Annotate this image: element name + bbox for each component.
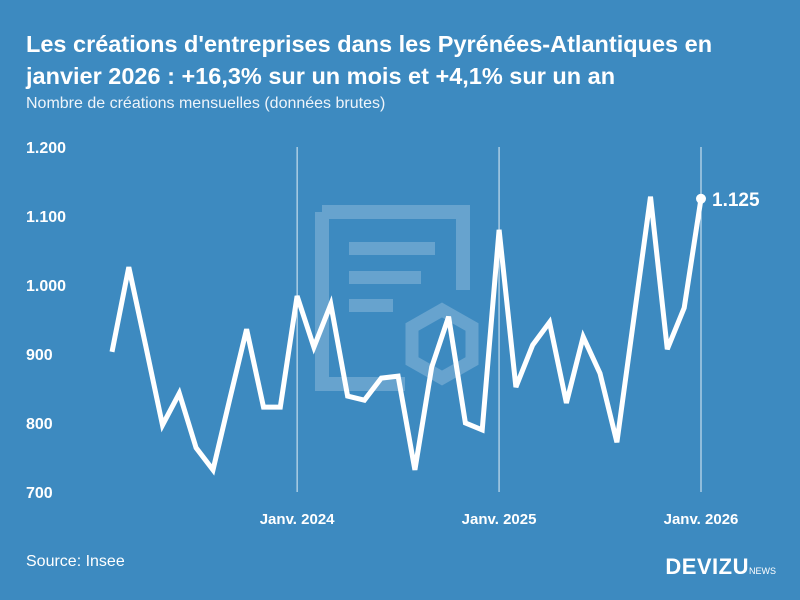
y-tick-label: 1.100 xyxy=(26,209,66,226)
x-tick-label: Janv. 2024 xyxy=(260,511,335,528)
y-tick-label: 800 xyxy=(26,416,53,433)
y-tick-label: 900 xyxy=(26,347,53,364)
last-data-point xyxy=(696,193,706,204)
y-tick-label: 1.200 xyxy=(26,140,66,157)
chart-subtitle: Nombre de créations mensuelles (données … xyxy=(26,95,386,112)
y-tick-label: 700 xyxy=(26,485,53,502)
series-line xyxy=(109,196,704,476)
x-tick-label: Janv. 2026 xyxy=(664,511,739,528)
last-value-label: 1.125 xyxy=(712,190,760,211)
devizu-logo: DEVIZUNEWS xyxy=(665,554,776,580)
x-tick-label: Janv. 2025 xyxy=(462,511,537,528)
chart-title: Les créations d'entreprises dans les Pyr… xyxy=(26,31,713,89)
logo-main: DEVIZU xyxy=(665,554,749,579)
watermark-document-icon xyxy=(315,205,479,391)
logo-suffix: NEWS xyxy=(749,566,776,576)
y-tick-label: 1.000 xyxy=(26,278,66,295)
source-note: Source: Insee xyxy=(26,553,125,570)
